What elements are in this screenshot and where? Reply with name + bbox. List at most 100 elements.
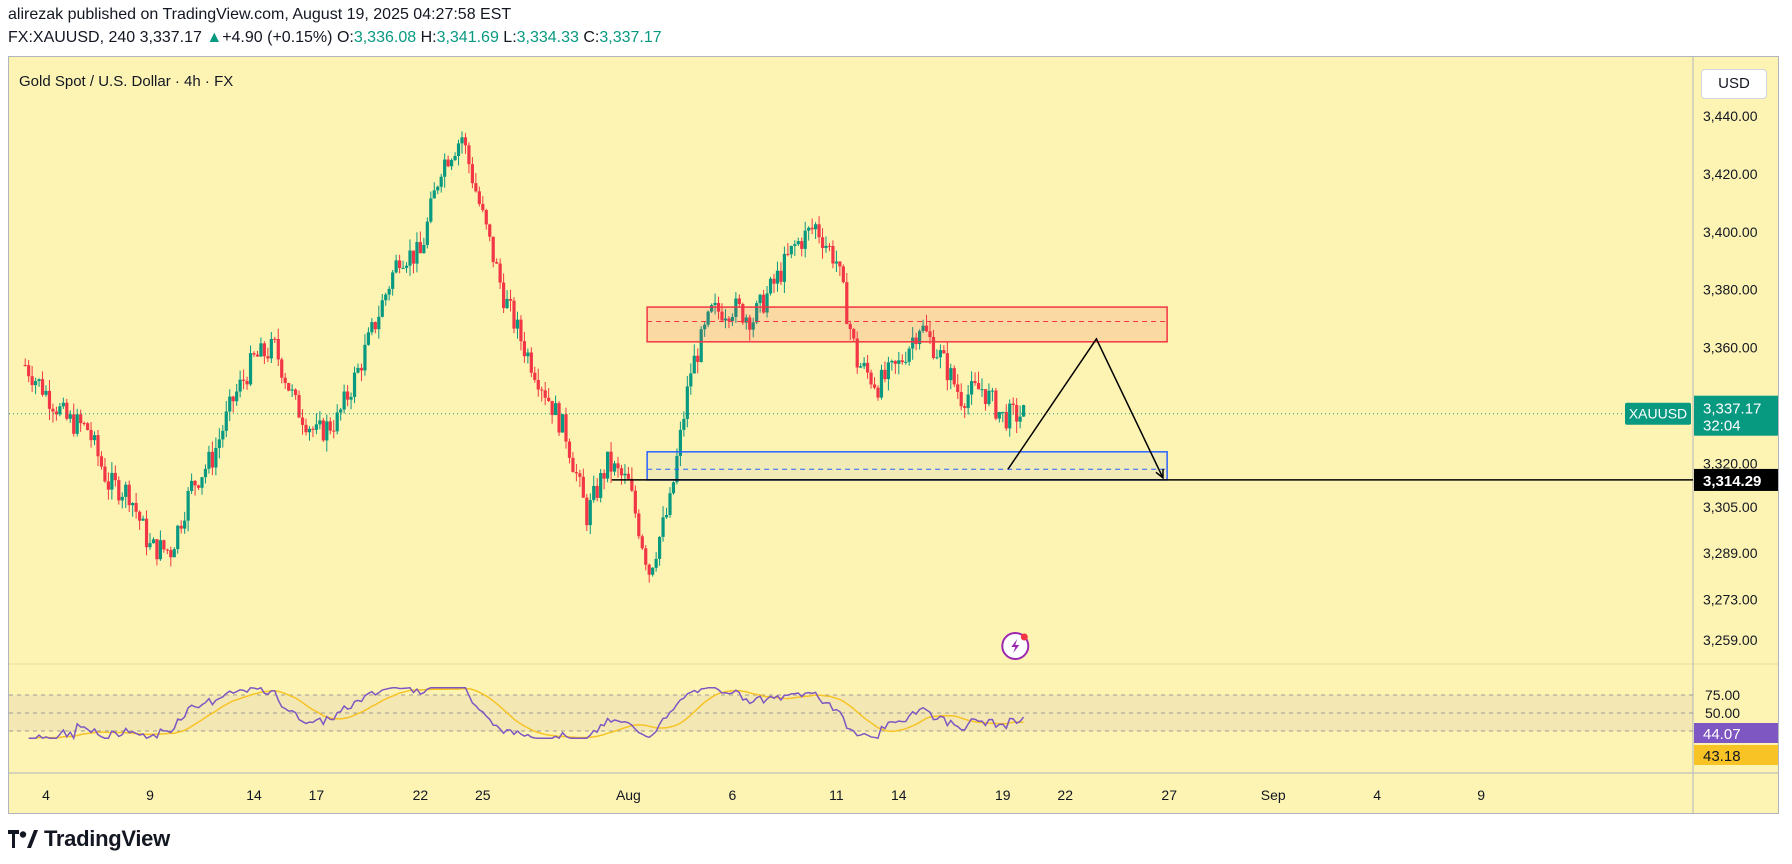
rsi-ma-label: 43.18 <box>1703 748 1741 765</box>
candle-body <box>380 300 384 317</box>
notification-dot-icon <box>1020 633 1028 641</box>
candle-body <box>990 390 994 392</box>
rsi-ma-label-bg <box>1694 745 1778 765</box>
candle-body <box>602 473 606 479</box>
candle-body <box>755 303 759 323</box>
candle-body <box>834 261 838 264</box>
candle-body <box>515 319 520 329</box>
candle-body <box>859 366 863 368</box>
candle-body <box>58 406 62 415</box>
candle-body <box>65 402 69 419</box>
projection-path[interactable] <box>1007 337 1164 479</box>
time-tick-label: 14 <box>891 787 907 803</box>
candle-body <box>453 156 457 161</box>
price-change: +4.90 (+0.15%) <box>222 29 333 46</box>
candle-body <box>1011 403 1015 405</box>
candle-body <box>838 261 842 267</box>
candle-body <box>983 389 988 405</box>
candle-body <box>463 137 468 146</box>
current-price-label-bg <box>1694 395 1778 436</box>
candle-body <box>242 379 246 381</box>
candle-body <box>651 567 655 575</box>
candle-body <box>866 362 870 373</box>
candle-body <box>779 270 783 282</box>
candle-body <box>44 390 48 395</box>
candle-body <box>207 451 211 469</box>
candle-body <box>404 265 409 268</box>
candle-body <box>547 397 551 401</box>
candle-body <box>1008 403 1012 429</box>
candle-body <box>907 348 911 362</box>
candle-body <box>255 354 260 357</box>
candle-body <box>127 484 131 506</box>
candle-body <box>339 409 343 413</box>
candle-body <box>23 364 27 366</box>
candle-body <box>99 456 104 467</box>
candle-body <box>214 447 218 468</box>
candle-body <box>938 350 942 358</box>
time-tick-label: 9 <box>1477 787 1485 803</box>
current-price-value: 3,337.17 <box>1703 401 1761 418</box>
candle-body <box>269 338 273 359</box>
candle-body <box>942 350 946 354</box>
candle-body <box>363 344 367 371</box>
candle-body <box>488 224 492 237</box>
candle-body <box>911 337 915 349</box>
price-tick-label: 3,320.00 <box>1703 455 1758 471</box>
candle-body <box>678 429 682 456</box>
candle-body <box>935 357 939 359</box>
tradingview-logo: TradingView <box>8 826 170 852</box>
rsi-pane[interactable] <box>9 665 1693 773</box>
candle-body <box>671 482 676 494</box>
candle-body <box>536 379 540 390</box>
time-tick-label: 22 <box>413 787 429 803</box>
candle-body <box>210 451 214 468</box>
candle-body <box>325 421 329 441</box>
candle-body <box>741 304 745 323</box>
candle-body <box>578 473 582 477</box>
currency-button[interactable]: USD <box>1701 69 1767 99</box>
candle-body <box>956 384 960 393</box>
candle-body <box>685 386 689 419</box>
candle-body <box>304 424 308 433</box>
candle-body <box>352 372 357 397</box>
candle-body <box>879 369 884 398</box>
candle-body <box>710 305 714 312</box>
candle-body <box>633 490 637 514</box>
candle-body <box>775 270 780 284</box>
price-tick-label: 3,440.00 <box>1703 108 1758 124</box>
candle-body <box>332 430 336 432</box>
candle-body <box>637 513 641 537</box>
candle-body <box>456 143 461 157</box>
candle-body <box>82 423 86 425</box>
candle-body <box>61 402 65 407</box>
symbol-label: FX:XAUUSD, 240 <box>8 29 136 46</box>
candle-body <box>692 355 696 374</box>
candle-body <box>682 418 686 430</box>
support-zone[interactable] <box>646 451 1168 481</box>
time-tick-label: Sep <box>1261 787 1286 803</box>
candle-body <box>47 390 52 409</box>
price-tick-label: 3,400.00 <box>1703 224 1758 240</box>
candle-body <box>921 325 925 331</box>
candle-body <box>224 411 228 431</box>
candle-body <box>581 476 585 498</box>
candle-body <box>162 540 166 550</box>
resistance-zone[interactable] <box>646 306 1168 343</box>
candle-body <box>477 191 481 204</box>
candle-body <box>30 376 34 386</box>
candle-body <box>585 497 589 526</box>
candle-body <box>491 236 495 263</box>
candle-body <box>997 411 1001 419</box>
candle-body <box>138 511 142 521</box>
candle-body <box>155 539 159 560</box>
time-tick-label: 4 <box>1373 787 1381 803</box>
candle-body <box>758 294 762 304</box>
candle-body <box>79 414 83 424</box>
time-tick-label: 27 <box>1161 787 1177 803</box>
candle-body <box>571 457 575 473</box>
candle-body <box>373 322 377 330</box>
candle-body <box>158 540 162 560</box>
candle-body <box>1001 411 1005 413</box>
